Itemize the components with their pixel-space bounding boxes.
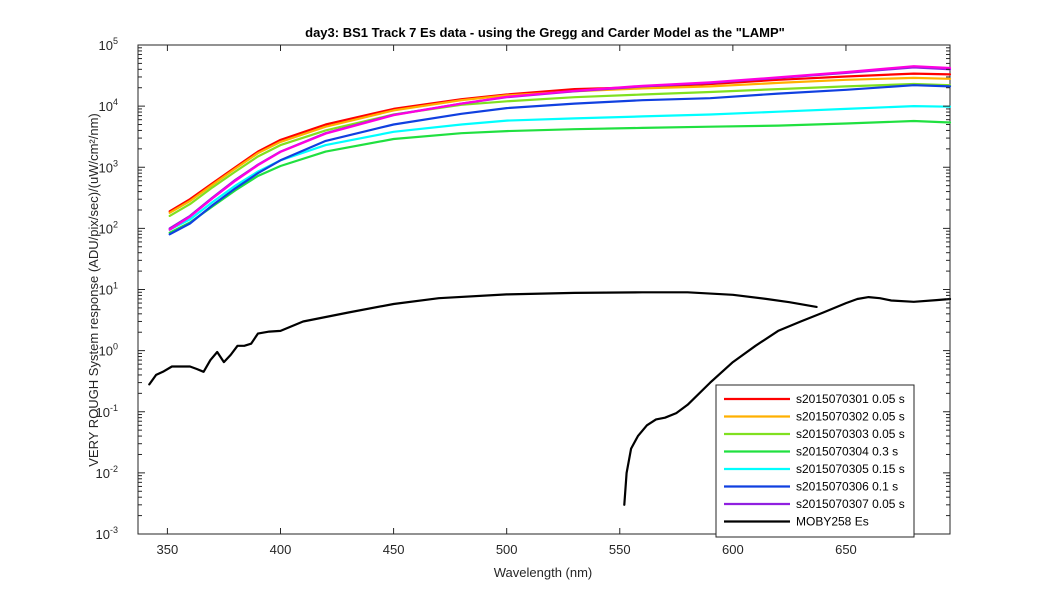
legend-entry-label: s2015070305 0.15 s bbox=[796, 462, 905, 476]
y-axis-label: VERY ROUGH System response (ADU/pix/sec)… bbox=[86, 113, 101, 466]
chart-title: day3: BS1 Track 7 Es data - using the Gr… bbox=[305, 25, 785, 40]
legend: s2015070301 0.05 s s2015070302 0.05 s s201… bbox=[715, 384, 915, 538]
y-tick-label: 102 bbox=[99, 219, 118, 236]
y-tick-label: 10-1 bbox=[96, 403, 118, 420]
series-line-6 bbox=[168, 84, 952, 236]
legend-entry-label: s2015070303 0.05 s bbox=[796, 427, 905, 441]
x-axis-ticks: 350 400 450 500 550 600 650 bbox=[157, 45, 857, 557]
series-line-9-part-2 bbox=[623, 296, 952, 506]
legend-entry-label: s2015070307 0.05 s bbox=[796, 497, 905, 511]
legend-entry-label: MOBY258 Es bbox=[796, 515, 869, 529]
series-line-9-part-1 bbox=[148, 291, 818, 386]
y-tick-label: 103 bbox=[99, 158, 118, 175]
x-tick-label: 650 bbox=[835, 542, 857, 557]
x-tick-label: 550 bbox=[609, 542, 631, 557]
y-axis-ticks: 10-3 10-2 10-1 100 101 102 103 104 105 bbox=[96, 36, 950, 542]
series-line-4 bbox=[168, 119, 952, 234]
x-tick-label: 350 bbox=[157, 542, 179, 557]
series-line-8 bbox=[168, 65, 952, 231]
series-line-3 bbox=[168, 82, 952, 217]
y-tick-label: 10-2 bbox=[96, 464, 118, 481]
x-tick-label: 600 bbox=[722, 542, 744, 557]
legend-entry-label: s2015070302 0.05 s bbox=[796, 410, 905, 424]
y-tick-label: 101 bbox=[99, 281, 118, 298]
series-layer bbox=[148, 65, 952, 506]
x-axis-label: Wavelength (nm) bbox=[494, 565, 593, 580]
y-tick-label: 105 bbox=[99, 36, 118, 53]
legend-entry-label: s2015070304 0.3 s bbox=[796, 445, 898, 459]
y-tick-label: 100 bbox=[99, 342, 118, 359]
legend-entry-label: s2015070301 0.05 s bbox=[796, 392, 905, 406]
series-line-5 bbox=[168, 104, 952, 231]
x-tick-label: 400 bbox=[270, 542, 292, 557]
x-tick-label: 450 bbox=[383, 542, 405, 557]
y-tick-label: 10-3 bbox=[96, 525, 118, 542]
y-tick-label: 104 bbox=[99, 97, 118, 114]
legend-box bbox=[715, 384, 915, 538]
x-tick-label: 500 bbox=[496, 542, 518, 557]
series-line-2 bbox=[168, 76, 952, 214]
legend-entry-label: s2015070306 0.1 s bbox=[796, 480, 898, 494]
